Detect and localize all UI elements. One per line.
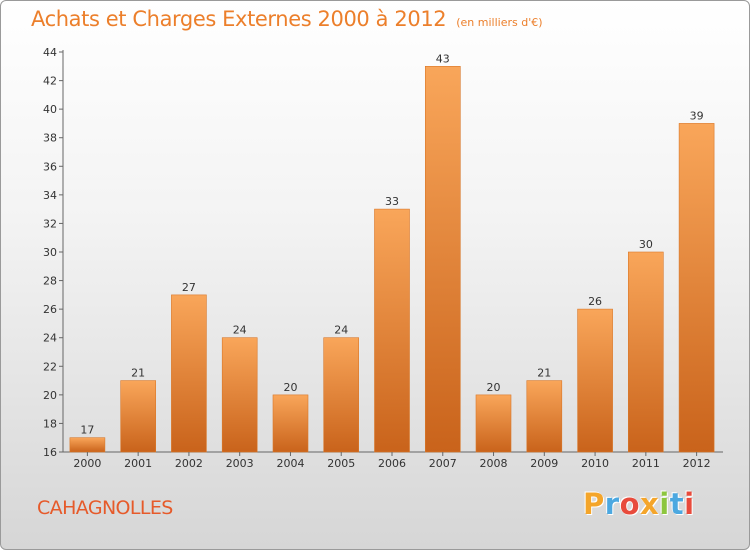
y-tick-label: 32 bbox=[43, 217, 57, 230]
bar bbox=[171, 294, 207, 453]
x-tick-label: 2009 bbox=[530, 457, 558, 470]
x-tick-label: 2012 bbox=[683, 457, 711, 470]
x-tick-label: 2006 bbox=[378, 457, 406, 470]
bar bbox=[424, 66, 461, 453]
y-tick-label: 18 bbox=[43, 417, 57, 430]
y-tick-label: 30 bbox=[43, 246, 57, 259]
y-tick-label: 38 bbox=[43, 132, 57, 145]
x-tick-label: 2011 bbox=[632, 457, 660, 470]
town-name: CAHAGNOLLES bbox=[37, 497, 173, 519]
bar bbox=[323, 337, 360, 453]
data-label: 20 bbox=[487, 381, 501, 394]
x-tick-label: 2007 bbox=[429, 457, 457, 470]
bar bbox=[526, 380, 563, 453]
x-tick-label: 2005 bbox=[327, 457, 355, 470]
y-tick-label: 24 bbox=[43, 332, 57, 345]
logo-letter: i bbox=[659, 487, 670, 521]
y-tick-label: 36 bbox=[43, 160, 57, 173]
data-label: 43 bbox=[436, 52, 450, 65]
bar bbox=[475, 394, 512, 453]
x-tick-label: 2010 bbox=[581, 457, 609, 470]
logo-letter: x bbox=[640, 487, 660, 521]
data-label: 24 bbox=[233, 324, 247, 337]
logo-letter: r bbox=[604, 487, 620, 521]
y-tick-label: 42 bbox=[43, 75, 57, 88]
bar bbox=[221, 337, 258, 453]
y-tick-label: 20 bbox=[43, 389, 57, 402]
bar bbox=[374, 208, 410, 453]
x-tick-label: 2008 bbox=[480, 457, 508, 470]
bar bbox=[69, 437, 106, 453]
bar bbox=[678, 123, 715, 453]
y-tick-label: 44 bbox=[43, 46, 57, 59]
y-tick-label: 26 bbox=[43, 303, 57, 316]
bar bbox=[272, 394, 309, 453]
data-label: 21 bbox=[131, 367, 145, 380]
data-label: 26 bbox=[588, 295, 602, 308]
x-tick-label: 2004 bbox=[276, 457, 304, 470]
y-tick-label: 40 bbox=[43, 103, 57, 116]
logo-letter: P bbox=[583, 487, 605, 521]
chart-title: Achats et Charges Externes 2000 à 2012 (e… bbox=[31, 7, 543, 31]
logo-letter: t bbox=[669, 487, 685, 521]
data-label: 21 bbox=[537, 367, 551, 380]
chart-subtitle: (en milliers d'€) bbox=[456, 16, 543, 29]
y-tick-label: 16 bbox=[43, 446, 57, 459]
data-label: 17 bbox=[80, 424, 94, 437]
data-label: 27 bbox=[182, 281, 196, 294]
y-tick-label: 34 bbox=[43, 189, 57, 202]
data-label: 39 bbox=[690, 109, 704, 122]
proxiti-logo: Proxiti bbox=[583, 487, 695, 521]
data-label: 30 bbox=[639, 238, 653, 251]
bar bbox=[627, 251, 664, 453]
x-tick-label: 2002 bbox=[175, 457, 203, 470]
bar bbox=[120, 380, 156, 453]
data-label: 24 bbox=[334, 324, 348, 337]
logo-letter: i bbox=[684, 487, 695, 521]
data-label: 20 bbox=[283, 381, 297, 394]
x-tick-label: 2001 bbox=[124, 457, 152, 470]
data-label: 33 bbox=[385, 195, 399, 208]
logo-letter: o bbox=[619, 487, 641, 521]
y-tick-label: 22 bbox=[43, 360, 57, 373]
chart-title-text: Achats et Charges Externes 2000 à 2012 bbox=[31, 7, 447, 31]
x-tick-label: 2000 bbox=[73, 457, 101, 470]
x-tick-label: 2003 bbox=[226, 457, 254, 470]
bar bbox=[577, 308, 613, 453]
y-tick-label: 28 bbox=[43, 275, 57, 288]
